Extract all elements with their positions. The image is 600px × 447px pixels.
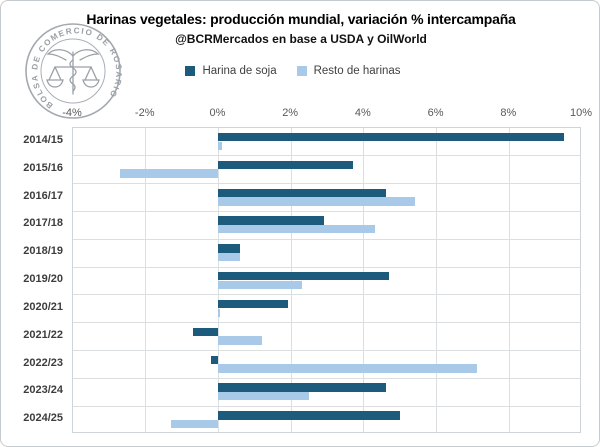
bar-resto-2015-16 [120, 169, 219, 178]
bar-resto-2020-21 [218, 308, 221, 317]
legend: Harina de soja Resto de harinas [1, 65, 585, 77]
gridline-vertical [145, 128, 147, 432]
legend-item-harina-de-soja: Harina de soja [185, 65, 277, 77]
bar-soja-2023-24 [218, 383, 386, 392]
y-category-label: 2014/15 [23, 134, 63, 146]
bar-soja-2022-23 [211, 355, 219, 364]
y-category-label: 2018/19 [23, 245, 63, 258]
gridline-horizontal [73, 155, 580, 157]
bar-resto-2016-17 [218, 197, 415, 206]
legend-swatch-resto-de-harinas [296, 66, 307, 76]
bar-resto-2014-15 [218, 141, 223, 150]
x-tick-label: 2% [282, 107, 299, 119]
bar-resto-2017-18 [218, 225, 375, 234]
gridline-horizontal [73, 238, 580, 240]
logo-inner-ring [40, 38, 106, 104]
y-category-label: 2022/23 [23, 356, 63, 369]
bar-soja-2020-21 [218, 299, 288, 309]
bar-soja-2024-25 [218, 411, 401, 420]
bar-resto-2024-25 [171, 419, 219, 429]
logo-outer-ring [25, 23, 121, 119]
y-category-label: 2024/25 [23, 412, 63, 425]
bar-soja-2019-20 [218, 272, 390, 281]
gridline-horizontal [73, 294, 580, 296]
x-tick-label: 4% [354, 107, 371, 119]
x-tick-label: 6% [427, 107, 444, 119]
bar-resto-2018-19 [218, 252, 241, 262]
legend-label-harina-de-soja: Harina de soja [202, 65, 277, 77]
x-tick-label: -2% [134, 107, 155, 119]
gridline-horizontal [73, 210, 580, 212]
legend-item-resto-de-harinas: Resto de harinas [296, 65, 401, 77]
chart-title: Harinas vegetales: producción mundial, v… [86, 11, 516, 27]
bar-soja-2014-15 [218, 133, 564, 142]
bar-soja-2017-18 [218, 216, 324, 225]
y-category-label: 2019/20 [23, 273, 63, 286]
x-tick-label: -4% [62, 107, 82, 119]
bar-resto-2022-23 [218, 364, 477, 373]
y-category-label: 2015/16 [23, 161, 63, 174]
gridline-vertical [508, 128, 510, 432]
legend-swatch-harina-de-soja [185, 66, 196, 76]
gridline-horizontal [73, 377, 580, 379]
gridline-horizontal [73, 266, 580, 268]
gridline-horizontal [73, 405, 580, 407]
bar-soja-2018-19 [218, 244, 241, 253]
bar-soja-2015-16 [218, 160, 353, 170]
y-category-label: 2017/18 [23, 217, 63, 230]
bar-soja-2021-22 [192, 327, 219, 337]
bcr-logo: BOLSA DE COMERCIO DE ROSARIO [25, 23, 122, 119]
plot-area [72, 127, 581, 433]
y-category-label: 2020/21 [23, 300, 63, 313]
gridline-vertical [436, 128, 438, 432]
bar-resto-2023-24 [218, 391, 310, 401]
gridline-horizontal [73, 350, 580, 352]
caduceus-scales-icon [46, 49, 100, 95]
gridline-horizontal [73, 322, 580, 324]
gridline-horizontal [73, 183, 580, 185]
bar-soja-2016-17 [218, 188, 386, 198]
y-category-label: 2021/22 [23, 328, 63, 341]
y-category-label: 2023/24 [23, 384, 63, 397]
x-tick-label: 10% [569, 107, 593, 119]
y-category-label: 2016/17 [23, 189, 63, 202]
x-tick-label: 0% [209, 107, 226, 119]
x-tick-label: 8% [500, 107, 517, 119]
chart-subtitle: @BCRMercados en base a USDA y OilWorld [175, 32, 427, 46]
bar-resto-2019-20 [218, 280, 303, 290]
legend-label-resto-de-harinas: Resto de harinas [313, 65, 401, 77]
bar-resto-2021-22 [218, 336, 263, 345]
